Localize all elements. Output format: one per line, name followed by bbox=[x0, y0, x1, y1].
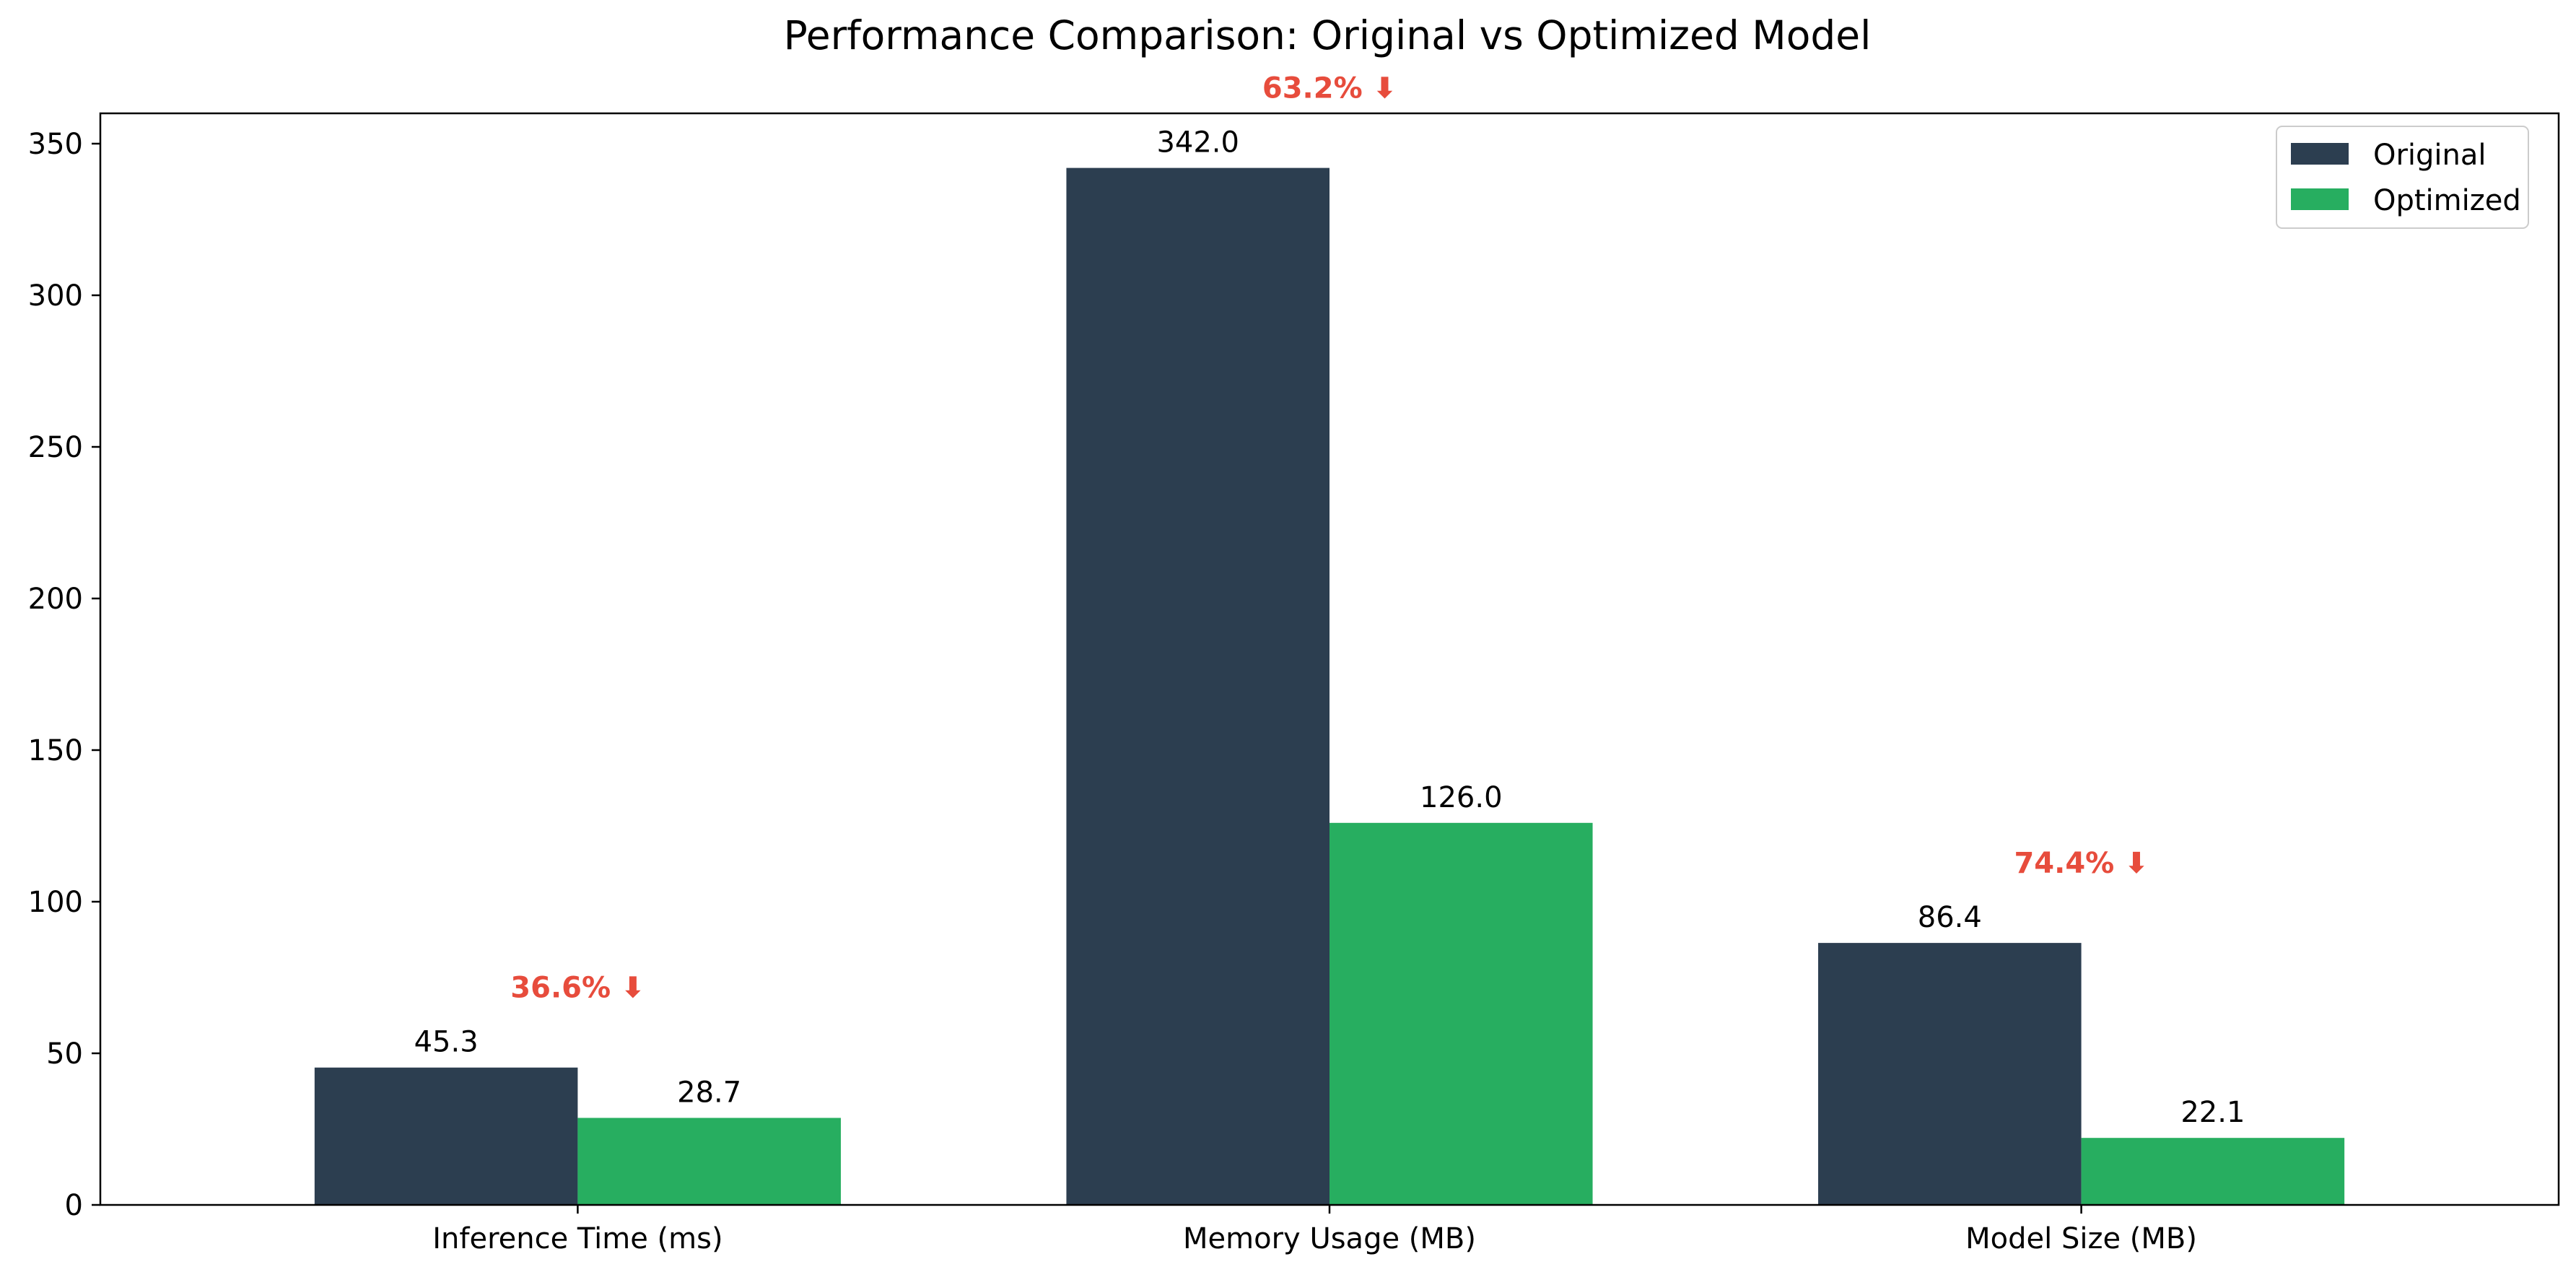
x-tick-label-0: Inference Time (ms) bbox=[432, 1222, 722, 1255]
data-label-original-1: 342.0 bbox=[1156, 126, 1239, 160]
reduction-annotation-1: 63.2% ⬇ bbox=[1262, 72, 1397, 105]
data-label-original-0: 45.3 bbox=[414, 1026, 479, 1059]
y-tick-label-150: 150 bbox=[28, 734, 83, 767]
reduction-annotation-0: 36.6% ⬇ bbox=[510, 972, 645, 1005]
data-label-optimized-1: 126.0 bbox=[1420, 781, 1503, 814]
y-tick-label-50: 50 bbox=[46, 1037, 83, 1071]
legend-swatch-original bbox=[2291, 143, 2349, 165]
y-tick-label-250: 250 bbox=[28, 431, 83, 464]
data-label-optimized-2: 22.1 bbox=[2180, 1096, 2245, 1129]
legend: Original Optimized bbox=[2276, 126, 2529, 229]
data-labels-layer: 45.3 342.0 86.4 28.7 126.0 22.1 bbox=[414, 126, 2245, 1130]
y-tick-label-300: 300 bbox=[28, 279, 83, 313]
legend-label-optimized: Optimized bbox=[2373, 184, 2521, 217]
data-label-optimized-0: 28.7 bbox=[677, 1076, 741, 1109]
chart-title: Performance Comparison: Original vs Opti… bbox=[784, 12, 1872, 58]
bar-optimized-2 bbox=[2081, 1138, 2345, 1205]
legend-label-original: Original bbox=[2373, 139, 2487, 172]
bar-original-2 bbox=[1818, 943, 2082, 1205]
bar-optimized-0 bbox=[577, 1118, 841, 1205]
axes-layer: 0 50 100 150 200 250 300 350 Inference Time (ms)… bbox=[28, 112, 2560, 1255]
bar-original-1 bbox=[1066, 167, 1330, 1206]
bars-layer bbox=[314, 167, 2345, 1206]
y-tick-label-0: 0 bbox=[65, 1189, 83, 1222]
reduction-annotation-2: 74.4% ⬇ bbox=[2014, 847, 2148, 880]
x-tick-label-2: Model Size (MB) bbox=[1965, 1222, 2197, 1255]
y-tick-label-100: 100 bbox=[28, 886, 83, 919]
bar-original-0 bbox=[314, 1067, 578, 1205]
y-tick-label-350: 350 bbox=[28, 128, 83, 161]
annotations-layer: 36.6% ⬇ 63.2% ⬇ 74.4% ⬇ bbox=[510, 72, 2148, 1005]
bar-optimized-1 bbox=[1330, 822, 1593, 1205]
x-tick-label-1: Memory Usage (MB) bbox=[1183, 1222, 1476, 1255]
y-tick-label-200: 200 bbox=[28, 583, 83, 616]
legend-swatch-optimized bbox=[2291, 188, 2349, 210]
data-label-original-2: 86.4 bbox=[1918, 901, 1982, 934]
